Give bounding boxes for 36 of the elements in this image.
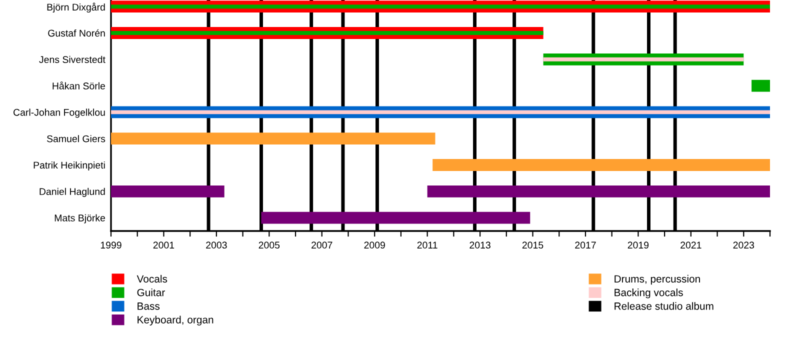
x-tick-label: 2015 <box>522 242 544 249</box>
y-tick-label: Jens Siverstedt <box>39 56 106 64</box>
x-tick-label: 2013 <box>470 242 490 249</box>
y-tick-label: Carl-Johan Fogelklou <box>14 108 105 118</box>
bar <box>111 110 770 114</box>
legend-label: Vocals <box>136 274 168 283</box>
legend-label: Guitar <box>137 288 165 296</box>
x-tick-label: 2005 <box>258 242 280 249</box>
y-tick-label: Björn Dixgård <box>47 2 105 13</box>
legend-label: Drums, percussion <box>614 274 700 285</box>
x-tick-label: 2011 <box>417 242 438 249</box>
bar <box>432 159 770 171</box>
bar <box>427 185 770 198</box>
legend-label: Backing vocals <box>614 288 683 298</box>
x-tick-label: 2009 <box>364 242 385 249</box>
bar <box>543 57 744 62</box>
x-tick-label: 2007 <box>312 242 332 249</box>
y-tick-label: Daniel Haglund <box>40 188 105 197</box>
y-tick-label: Håkan Sörle <box>52 81 106 90</box>
bar <box>261 212 530 224</box>
legend-label: Bass <box>138 302 160 310</box>
legend-label: Keyboard, organ <box>138 316 214 326</box>
bar <box>111 132 436 145</box>
y-tick-label: Samuel Giers <box>46 135 106 142</box>
x-tick-label: 2021 <box>680 242 702 249</box>
x-tick-label: 2003 <box>206 242 227 249</box>
x-tick-label: 2019 <box>628 242 649 249</box>
x-tick-label: 1999 <box>100 242 122 249</box>
y-tick-label: Mats Björke <box>54 214 106 224</box>
legend-label: Release studio album <box>614 302 714 310</box>
x-tick-label: 2001 <box>153 242 174 249</box>
x-tick-label: 2023 <box>733 242 754 249</box>
y-tick-label: Patrik Heikinpieti <box>34 161 105 171</box>
bar <box>111 185 224 198</box>
x-tick-label: 2017 <box>575 242 596 249</box>
y-tick-label: Gustaf Norén <box>48 29 105 37</box>
